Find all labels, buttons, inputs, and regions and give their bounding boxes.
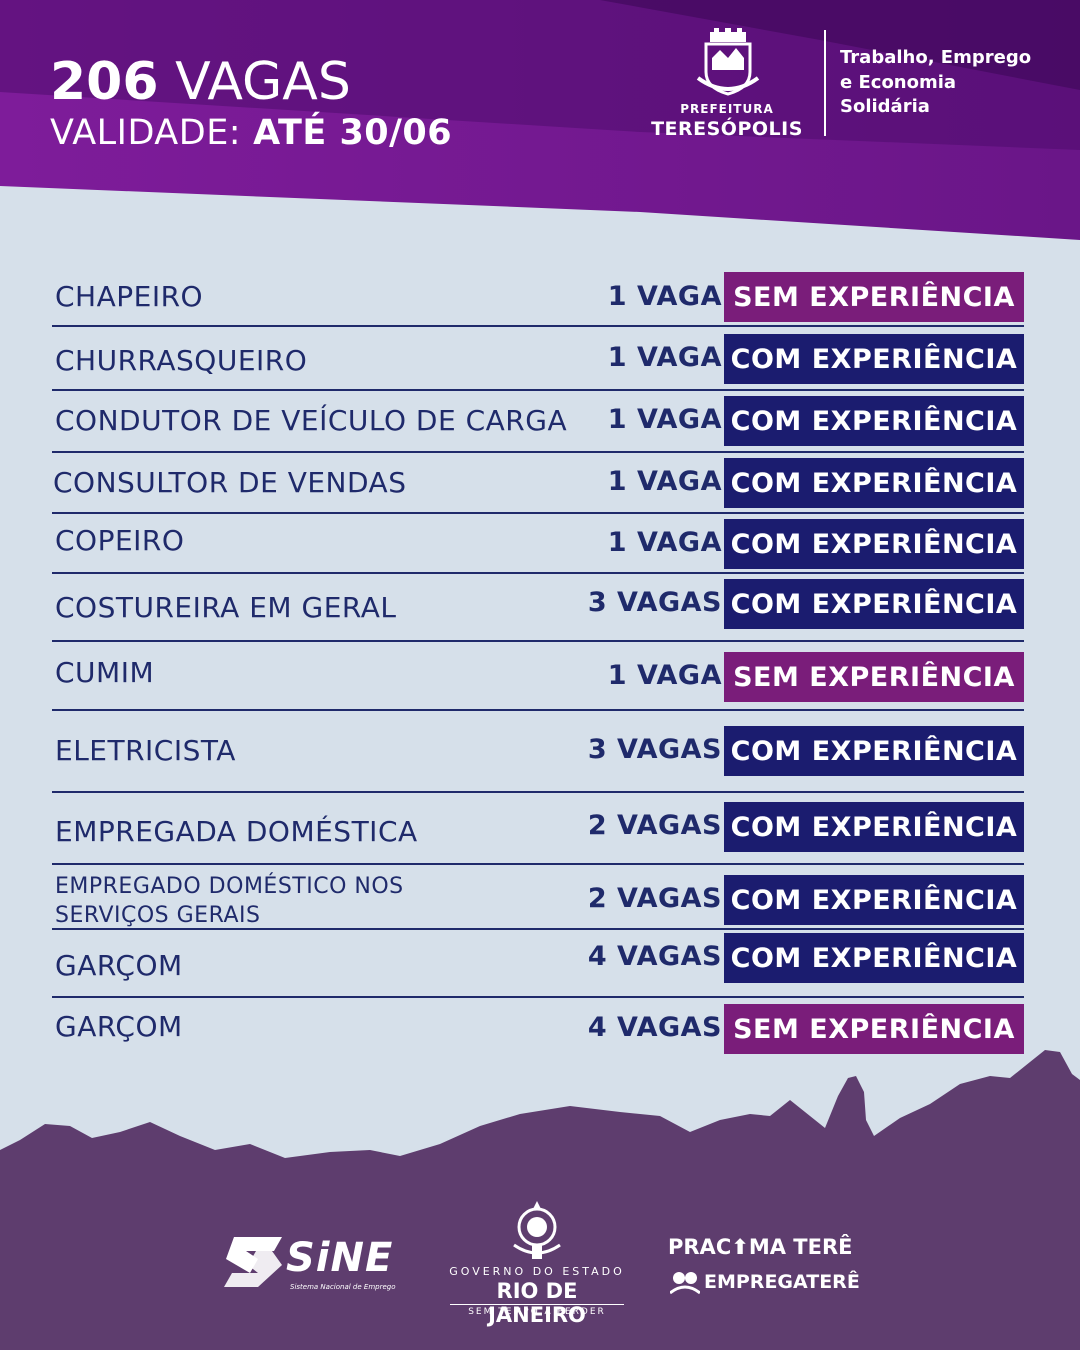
job-quantity: 3 VAGAS — [587, 587, 722, 618]
gov-divider — [450, 1304, 624, 1305]
row-divider — [52, 791, 1024, 793]
vacancies-word: VAGAS — [175, 52, 351, 112]
header-divider — [824, 30, 826, 136]
row-divider — [52, 325, 1024, 327]
row-divider — [52, 996, 1024, 998]
job-title-two-line: EMPREGADO DOMÉSTICO NOS SERVIÇOS GERAIS — [55, 872, 404, 930]
experience-tag: COM EXPERIÊNCIA — [724, 875, 1024, 925]
secretaria-line-2: e Economia — [840, 71, 957, 93]
prefeitura-label: PREFEITURA — [680, 102, 774, 116]
row-divider — [52, 389, 1024, 391]
sine-wordmark: SiNE — [286, 1235, 394, 1281]
row-divider — [52, 709, 1024, 711]
experience-tag: COM EXPERIÊNCIA — [724, 396, 1024, 446]
experience-tag: COM EXPERIÊNCIA — [724, 334, 1024, 384]
footer-logos: SiNE Sistema Nacional de Emprego GOVERNO… — [0, 1195, 1080, 1327]
validity-label: VALIDADE: — [50, 113, 242, 153]
experience-tag: SEM EXPERIÊNCIA — [724, 652, 1024, 702]
secretaria-line-3: Solidária — [840, 96, 930, 117]
experience-tag: COM EXPERIÊNCIA — [724, 726, 1024, 776]
row-divider — [52, 640, 1024, 642]
rio-de-janeiro-crest-icon — [513, 1201, 561, 1259]
row-divider — [52, 572, 1024, 574]
sine-subtitle: Sistema Nacional de Emprego — [290, 1283, 396, 1291]
job-quantity: 1 VAGA — [607, 404, 722, 435]
validity-date: ATÉ 30/06 — [253, 113, 453, 153]
job-quantity: 4 VAGAS — [587, 1012, 722, 1043]
job-title: CHAPEIRO — [55, 280, 204, 313]
row-divider — [52, 512, 1024, 514]
experience-tag: COM EXPERIÊNCIA — [724, 579, 1024, 629]
job-title-line-2: SERVIÇOS GERAIS — [55, 903, 261, 928]
job-quantity: 3 VAGAS — [587, 734, 722, 765]
job-quantity: 2 VAGAS — [587, 883, 722, 914]
prefeitura-logo: PREFEITURA TERESÓPOLIS — [640, 28, 810, 140]
gov-line-2: RIO DE JANEIRO — [488, 1279, 586, 1327]
vacancies-count: 206 — [50, 52, 159, 112]
job-quantity: 1 VAGA — [607, 660, 722, 691]
people-icon — [670, 1272, 700, 1295]
job-title: CUMIM — [55, 656, 155, 689]
experience-tag: SEM EXPERIÊNCIA — [724, 1004, 1024, 1054]
empregatere-label: EMPREGATERÊ — [704, 1271, 860, 1293]
experience-tag: COM EXPERIÊNCIA — [724, 458, 1024, 508]
job-title: COSTUREIRA EM GERAL — [55, 591, 397, 624]
experience-tag: SEM EXPERIÊNCIA — [724, 272, 1024, 322]
row-divider — [52, 928, 1024, 930]
job-title-line-1: EMPREGADO DOMÉSTICO NOS — [55, 874, 404, 899]
governo-rj-logo: GOVERNO DO ESTADO RIO DE JANEIRO SEM TEM… — [444, 1201, 630, 1327]
secretaria-line-1: Trabalho, Emprego — [840, 47, 1032, 68]
experience-tag: COM EXPERIÊNCIA — [724, 802, 1024, 852]
row-divider — [52, 451, 1024, 453]
job-title: COPEIRO — [55, 524, 185, 557]
job-title: EMPREGADA DOMÉSTICA — [55, 815, 418, 848]
job-quantity: 1 VAGA — [607, 342, 722, 373]
header-background — [0, 0, 1080, 240]
job-quantity: 1 VAGA — [607, 281, 722, 312]
vacancies-count-title: 206 VAGAS — [50, 52, 351, 112]
praca-mais-tere-label: PRAC⬆MA TERÊ — [668, 1235, 853, 1259]
job-title: CHURRASQUEIRO — [55, 344, 308, 377]
job-title: GARÇOM — [55, 1010, 183, 1043]
job-quantity: 1 VAGA — [607, 527, 722, 558]
teresopolis-label: TERESÓPOLIS — [651, 118, 803, 140]
gov-slogan: SEM TEMPO A PERDER — [468, 1307, 606, 1317]
job-quantity: 2 VAGAS — [587, 810, 722, 841]
row-divider — [52, 863, 1024, 865]
teresopolis-crest-icon — [696, 28, 760, 96]
job-title: CONSULTOR DE VENDAS — [53, 466, 407, 499]
job-title: GARÇOM — [55, 949, 183, 982]
job-title: ELETRICISTA — [55, 734, 236, 767]
sine-logo: SiNE Sistema Nacional de Emprego — [224, 1235, 404, 1295]
job-quantity: 4 VAGAS — [587, 941, 722, 972]
secretaria-name: Trabalho, Emprego e Economia Solidária — [840, 46, 1031, 120]
experience-tag: COM EXPERIÊNCIA — [724, 933, 1024, 983]
validity-line: VALIDADE: ATÉ 30/06 — [50, 112, 452, 154]
job-title: CONDUTOR DE VEÍCULO DE CARGA — [55, 404, 568, 437]
praca-empregatere-logo: PRAC⬆MA TERÊ EMPREGATERÊ — [668, 1235, 868, 1305]
experience-tag: COM EXPERIÊNCIA — [724, 519, 1024, 569]
gov-line-1: GOVERNO DO ESTADO — [449, 1265, 625, 1278]
sine-mark-icon — [224, 1237, 282, 1287]
job-quantity: 1 VAGA — [607, 466, 722, 497]
